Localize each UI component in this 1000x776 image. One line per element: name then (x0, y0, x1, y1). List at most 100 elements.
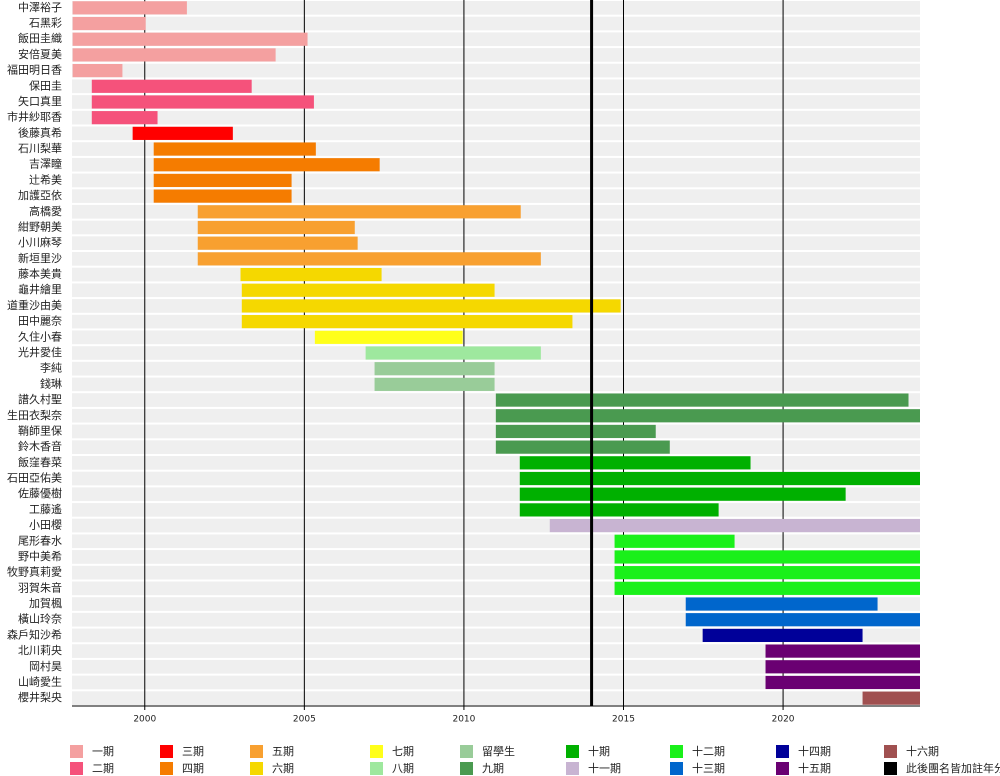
bar (365, 346, 541, 360)
bar (614, 534, 735, 548)
member-label: 龜井繪里 (18, 282, 62, 296)
member-label: 安倍夏美 (18, 47, 62, 61)
legend-label: 十五期 (798, 761, 831, 775)
bar (240, 267, 382, 282)
row-band (72, 1, 920, 15)
member-label: 小田櫻 (29, 518, 62, 532)
bar (72, 32, 308, 46)
bar (153, 189, 292, 203)
row-band (72, 110, 920, 125)
legend-swatch (566, 762, 579, 775)
bar (519, 503, 719, 517)
legend-swatch (776, 762, 789, 775)
legend-swatch (460, 745, 473, 758)
bar (519, 456, 751, 470)
member-label: 市井紗耶香 (7, 110, 62, 124)
legend-label: 七期 (392, 745, 414, 758)
bar (765, 660, 920, 674)
bar (519, 471, 920, 486)
bar (519, 487, 846, 501)
member-label: 鈴木香音 (18, 439, 62, 453)
bar (614, 550, 920, 564)
bar (72, 48, 276, 62)
legend-label: 八期 (392, 762, 414, 775)
member-label: 岡村昊 (29, 659, 62, 673)
member-label: 辻希美 (29, 172, 62, 186)
row-band (72, 534, 920, 549)
member-label: 譜久村聖 (18, 392, 62, 406)
bar (614, 566, 920, 580)
member-label: 道重沙由美 (7, 298, 62, 312)
member-label: 錢琳 (40, 376, 62, 390)
member-label: 鞘師里保 (18, 423, 62, 437)
bar (862, 691, 920, 705)
member-label: 矢口真里 (18, 94, 62, 108)
member-label: 工藤遙 (29, 503, 62, 516)
member-label: 保田圭 (29, 78, 62, 92)
legend-swatch (884, 762, 897, 775)
legend-label: 十三期 (692, 761, 725, 775)
member-label: 李純 (40, 361, 62, 375)
row-band (72, 361, 920, 376)
bar (197, 205, 521, 219)
legend-label: 五期 (272, 745, 294, 758)
legend-swatch (160, 745, 173, 758)
member-label: 久住小春 (18, 329, 62, 343)
bar (495, 409, 920, 423)
bar (153, 142, 316, 156)
bar (702, 628, 863, 642)
row-band (72, 675, 920, 690)
member-label: 加護亞依 (18, 188, 62, 202)
member-label: 飯田圭織 (18, 31, 62, 45)
bar (72, 16, 146, 31)
legend-swatch (566, 745, 579, 758)
bar (314, 330, 463, 344)
bar (765, 644, 920, 658)
member-label: 田中麗奈 (18, 314, 62, 328)
legend-label: 十六期 (906, 744, 939, 758)
member-label: 石田亞佑美 (7, 471, 62, 485)
row-band (72, 63, 920, 78)
bar (241, 315, 573, 329)
member-label: 櫻井梨央 (18, 690, 62, 704)
member-label: 光井愛佳 (18, 345, 62, 359)
legend-swatch (160, 762, 173, 775)
member-label: 後藤真希 (18, 125, 62, 139)
legend-swatch (250, 745, 263, 758)
row-band (72, 283, 920, 298)
bar (685, 613, 920, 627)
member-label: 福田明日香 (7, 63, 62, 77)
bar (72, 64, 123, 78)
legend-swatch (670, 762, 683, 775)
legend-label: 二期 (92, 762, 114, 775)
bar (72, 1, 187, 15)
bar (549, 518, 920, 533)
row-band (72, 377, 920, 392)
member-label: 森戶知沙希 (7, 627, 62, 641)
member-label: 尾形春水 (18, 534, 62, 547)
member-label: 吉澤瞳 (29, 157, 62, 171)
member-label: 北川莉央 (18, 644, 62, 657)
bar (241, 283, 495, 297)
row-band (72, 267, 920, 282)
legend-swatch (884, 745, 897, 758)
row-band (72, 330, 920, 345)
legend-label: 十期 (588, 744, 610, 758)
legend-label: 此後團名皆加註年分 (906, 761, 1000, 775)
legend-swatch (250, 762, 263, 775)
row-band (72, 691, 920, 705)
row-band (72, 503, 920, 517)
bar (765, 675, 920, 690)
x-tick-label: 2010 (452, 715, 475, 725)
bar (91, 111, 158, 125)
bar (495, 424, 656, 439)
row-band (72, 16, 920, 31)
bar (614, 581, 920, 595)
bar (197, 252, 541, 266)
legend-label: 九期 (482, 762, 504, 775)
member-label: 生田衣梨奈 (7, 408, 62, 422)
bar (153, 158, 380, 172)
legend-swatch (776, 745, 789, 758)
bar (374, 377, 495, 391)
legend-label: 六期 (272, 762, 294, 775)
